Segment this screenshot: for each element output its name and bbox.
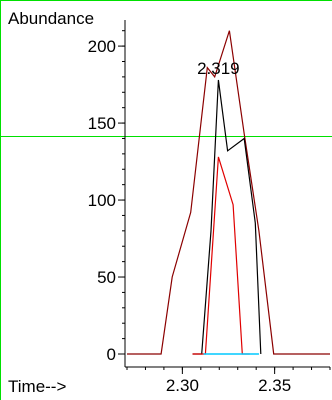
series-line-2	[192, 79, 262, 355]
y-axis-label: Abundance	[8, 9, 95, 28]
y-tick-label: 150	[88, 114, 116, 133]
y-tick-label: 50	[97, 268, 116, 287]
peak-label: 2.319	[197, 59, 240, 78]
y-tick-label: 0	[107, 345, 116, 364]
x-tick-label: 2.35	[258, 376, 291, 395]
x-axis-label: Time-->	[8, 377, 67, 396]
series-line-1	[127, 30, 330, 355]
series-line-3	[192, 156, 250, 355]
x-tick-label: 2.30	[166, 376, 199, 395]
y-tick-label: 100	[88, 191, 116, 210]
y-tick-label: 200	[88, 37, 116, 56]
